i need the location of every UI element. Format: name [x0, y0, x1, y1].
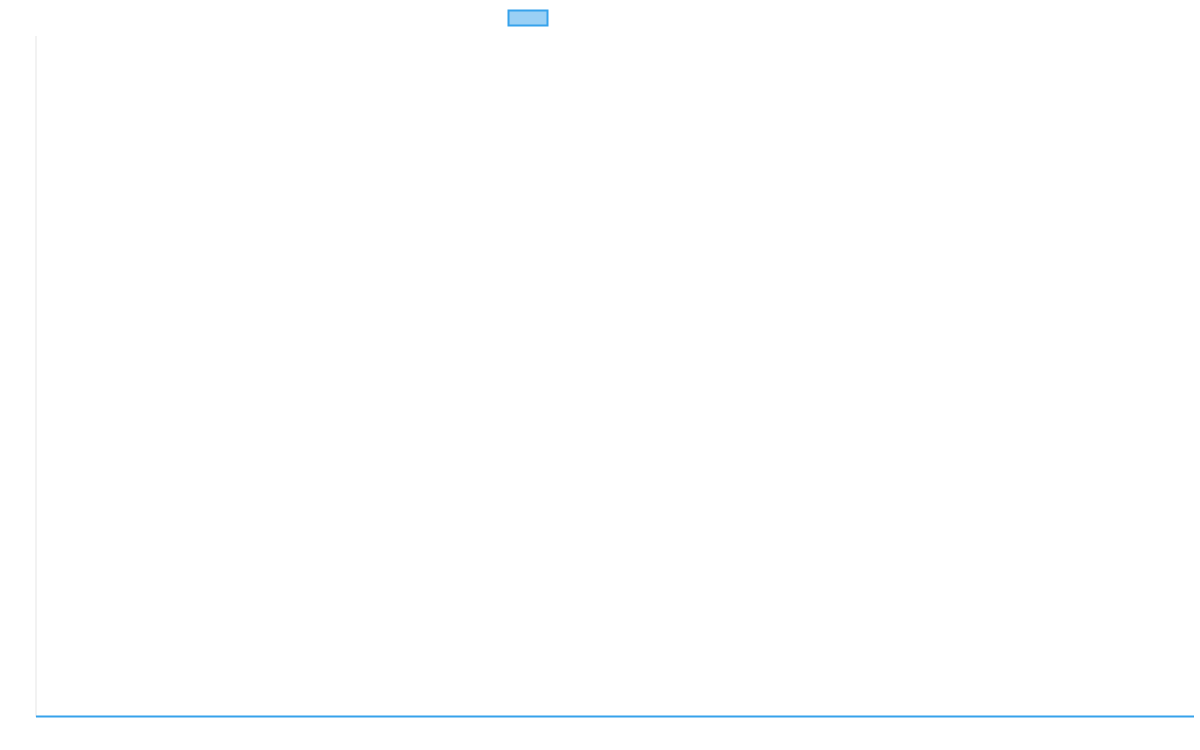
legend-swatch[interactable] [507, 9, 549, 27]
